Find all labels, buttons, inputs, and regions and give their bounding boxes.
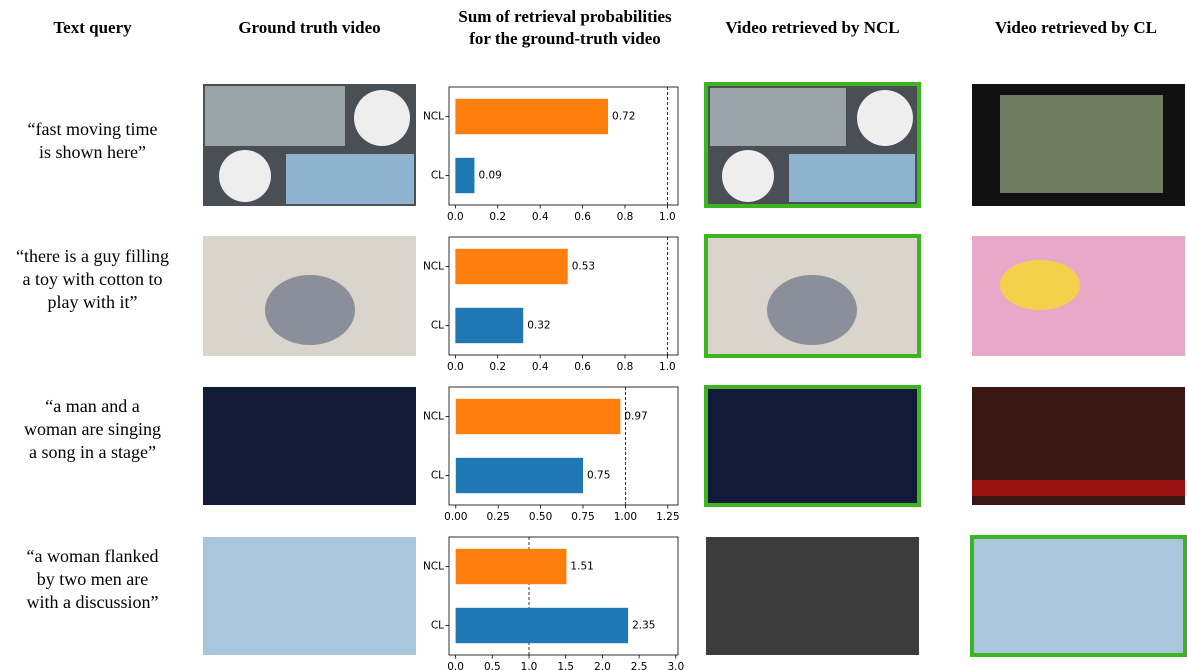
x-tick-label: 0.6: [574, 211, 591, 223]
y-tick-label: NCL: [423, 561, 444, 573]
x-tick-label: 0.5: [484, 661, 501, 670]
x-tick-label: 2.0: [594, 661, 611, 670]
bar: [456, 549, 567, 584]
x-tick-label: 0.0: [447, 211, 464, 223]
value-label: 0.32: [527, 320, 550, 332]
bar: [455, 249, 567, 284]
query-line: a song in a stage”: [0, 441, 185, 464]
y-tick-label: CL: [431, 470, 444, 482]
y-tick-label: CL: [431, 620, 444, 632]
page: Text query Ground truth video Sum of ret…: [0, 0, 1187, 670]
bar: [456, 608, 628, 643]
y-tick-label: CL: [431, 320, 444, 332]
query-line: “a woman flanked: [0, 545, 185, 568]
bar: [455, 99, 608, 134]
x-tick-label: 0.4: [532, 211, 549, 223]
caption-bar: [972, 480, 1185, 496]
x-tick-label: 1.25: [656, 511, 679, 523]
bar: [456, 458, 583, 493]
video-frame: [706, 537, 919, 655]
y-tick-label: NCL: [423, 111, 444, 123]
video-frame: [205, 86, 345, 146]
x-tick-label: 0.50: [529, 511, 552, 523]
x-tick-label: 0.8: [617, 211, 634, 223]
video-frame: [972, 236, 1185, 356]
y-tick-label: CL: [431, 170, 444, 182]
x-tick-label: 0.2: [489, 361, 506, 373]
object: [767, 275, 857, 345]
video-frame: [710, 88, 846, 146]
query-line: by two men are: [0, 568, 185, 591]
clock: [857, 90, 913, 146]
x-tick-label: 0.2: [489, 211, 506, 223]
bar: [455, 158, 474, 193]
clock: [354, 90, 410, 146]
x-tick-label: 0.0: [447, 361, 464, 373]
bar: [456, 399, 621, 434]
query-line: “fast moving time: [0, 118, 185, 141]
x-tick-label: 1.0: [659, 361, 676, 373]
x-tick-label: 0.75: [571, 511, 594, 523]
video-frame: [789, 154, 915, 202]
x-tick-label: 1.00: [614, 511, 637, 523]
value-label: 2.35: [632, 620, 655, 632]
y-tick-label: NCL: [423, 261, 444, 273]
query-line: is shown here”: [0, 141, 185, 164]
value-label: 0.53: [572, 261, 595, 273]
video-frame-correct: [706, 387, 919, 505]
x-tick-label: 0.25: [486, 511, 509, 523]
video-frame: [203, 537, 416, 655]
x-tick-label: 0.6: [574, 361, 591, 373]
y-tick-label: NCL: [423, 411, 444, 423]
x-tick-label: 0.00: [444, 511, 467, 523]
x-tick-label: 1.5: [557, 661, 574, 670]
bar: [455, 308, 523, 343]
clock: [219, 150, 271, 202]
x-tick-label: 0.0: [447, 661, 464, 670]
value-label: 0.72: [612, 111, 635, 123]
value-label: 0.09: [478, 170, 501, 182]
value-label: 0.97: [624, 411, 647, 423]
video-frame: [286, 154, 414, 204]
value-label: 1.51: [570, 561, 593, 573]
x-tick-label: 2.5: [631, 661, 648, 670]
object: [1000, 260, 1080, 310]
video-frame: [203, 387, 416, 505]
query-line: with a discussion”: [0, 591, 185, 614]
x-tick-label: 3.0: [667, 661, 684, 670]
query-line: play with it”: [0, 291, 185, 314]
query-line: “there is a guy filling: [0, 245, 185, 268]
value-label: 0.75: [587, 470, 610, 482]
clock: [722, 150, 774, 202]
video-frame-correct: [972, 537, 1185, 655]
x-tick-label: 0.8: [617, 361, 634, 373]
x-tick-label: 0.4: [532, 361, 549, 373]
x-tick-label: 1.0: [521, 661, 538, 670]
x-tick-label: 1.0: [659, 211, 676, 223]
object: [265, 275, 355, 345]
query-line: woman are singing: [0, 418, 185, 441]
query-line: “a man and a: [0, 395, 185, 418]
query-line: a toy with cotton to: [0, 268, 185, 291]
video-frame: [1000, 95, 1163, 193]
